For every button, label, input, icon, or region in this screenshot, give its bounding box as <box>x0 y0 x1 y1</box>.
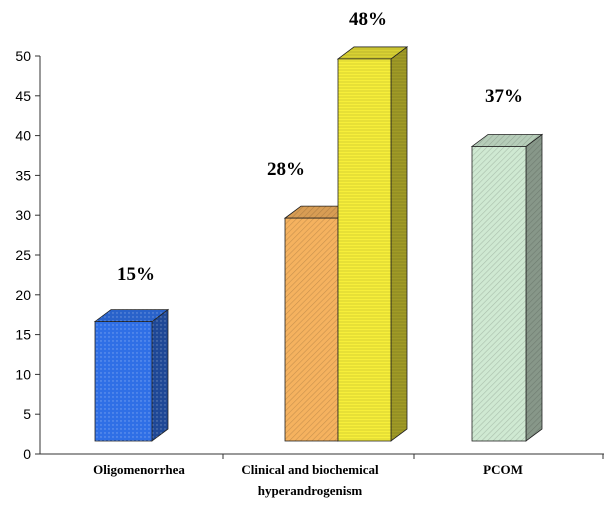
label-layer: Oligomenorrhea Clinical and biochemical hy… <box>93 9 523 498</box>
bar-front-texture <box>338 58 391 442</box>
y-tick-label: 25 <box>15 247 31 263</box>
bar <box>470 133 544 442</box>
x-category-label: Clinical and biochemical <box>241 462 379 477</box>
bar-front-texture <box>95 321 152 441</box>
bar-top-texture <box>285 206 354 219</box>
x-category-label: PCOM <box>483 462 523 477</box>
bar-side-texture <box>526 134 542 442</box>
bar <box>336 46 409 442</box>
bar-side-texture <box>391 46 407 442</box>
y-tick-label: 30 <box>15 207 31 223</box>
bar-front-texture <box>472 146 526 442</box>
bar-top-texture <box>472 134 542 147</box>
x-category-label: Oligomenorrhea <box>93 462 185 477</box>
y-tick-label: 50 <box>15 48 31 64</box>
bar-data-label: 37% <box>485 86 523 107</box>
y-tick-label: 40 <box>15 128 31 144</box>
bar-top-texture <box>338 46 407 59</box>
y-tick-label: 0 <box>23 446 31 462</box>
bar <box>93 308 170 442</box>
y-tick-label: 35 <box>15 167 31 183</box>
x-category-label: hyperandrogenism <box>258 483 363 498</box>
y-tick-label: 45 <box>15 88 31 104</box>
bar-top-texture <box>95 309 168 322</box>
y-tick-label: 20 <box>15 287 31 303</box>
bar-layer <box>93 46 544 442</box>
y-tick-label: 5 <box>23 406 31 422</box>
y-tick-label: 15 <box>15 327 31 343</box>
bar-side-texture <box>152 309 168 441</box>
bar-data-label: 28% <box>267 159 305 180</box>
bar-data-label: 15% <box>117 264 155 285</box>
y-tick-label: 10 <box>15 366 31 382</box>
bar-data-label: 48% <box>349 9 387 30</box>
axis-layer: 0 5 10 15 20 25 30 35 40 45 50 <box>15 48 604 462</box>
bar-front-texture <box>285 218 338 441</box>
